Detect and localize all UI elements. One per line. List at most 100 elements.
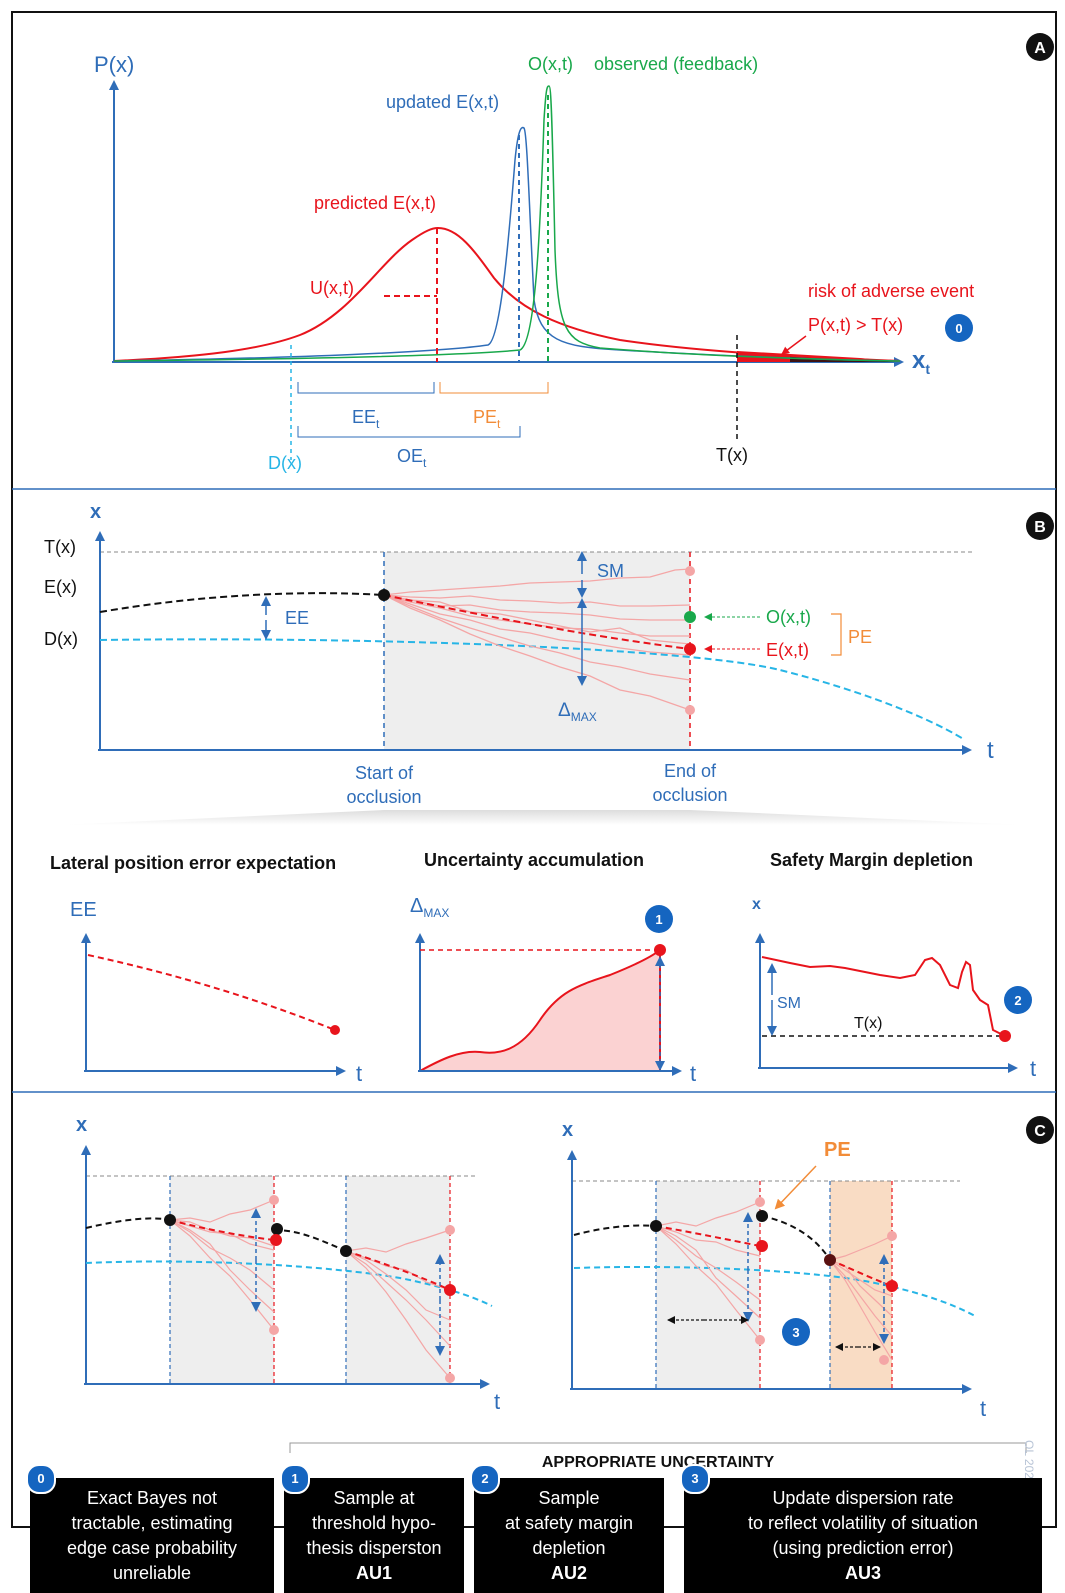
c1-occlusion-2 bbox=[346, 1176, 450, 1384]
c2-mean-2 bbox=[829, 1259, 893, 1287]
ee-bracket bbox=[297, 382, 435, 394]
c2-start-point-1 bbox=[650, 1220, 662, 1232]
end-occlusion-line1: End of bbox=[664, 761, 717, 781]
updated-distribution-curve bbox=[113, 126, 901, 362]
mini1-x-label: t bbox=[356, 1061, 362, 1086]
sample-dot-top bbox=[685, 566, 695, 576]
pe-bracket bbox=[439, 382, 549, 394]
start-occlusion-line1: Start of bbox=[355, 763, 414, 783]
summary-box-3-line1: Update dispersion rate bbox=[772, 1487, 954, 1508]
c2-badge-label: 3 bbox=[792, 1325, 799, 1340]
summary-box-1-line3: thesis disperston bbox=[306, 1537, 442, 1558]
mini3-sm-curve bbox=[761, 956, 1006, 1037]
mini-title-ee: Lateral position error expectation bbox=[50, 853, 336, 873]
updated-label: updated E(x,t) bbox=[386, 92, 499, 112]
mini2-area bbox=[419, 947, 661, 1072]
delta-label: ΔMAX bbox=[558, 700, 597, 724]
zoom-shading bbox=[60, 810, 1025, 825]
oe-label: OEt bbox=[397, 446, 427, 470]
panel-c-badge bbox=[1026, 1116, 1054, 1144]
risk-formula: P(x,t) > T(x) bbox=[808, 315, 903, 335]
pe-label: PEt bbox=[473, 407, 501, 431]
ee-label: EEt bbox=[352, 407, 380, 431]
c2-dot-d bbox=[879, 1355, 889, 1365]
mini-charts: Lateral position error expectation Uncer… bbox=[50, 850, 1036, 1086]
threshold-label: T(x) bbox=[44, 537, 76, 557]
ee-label: EE bbox=[285, 608, 309, 628]
c1-dot-c bbox=[445, 1225, 455, 1235]
oe-bracket bbox=[297, 426, 521, 438]
panel-b-badge-label: B bbox=[1034, 519, 1046, 536]
appropriate-bracket bbox=[289, 1442, 1027, 1453]
summary-badge-3: 3 bbox=[680, 1464, 710, 1494]
c1-dot-d bbox=[445, 1373, 455, 1383]
observed-distribution-curve bbox=[113, 85, 901, 362]
c2-occlusion-1 bbox=[656, 1181, 760, 1389]
summary-box-3-line3: (using prediction error) bbox=[772, 1537, 954, 1558]
c1-occlusion-1 bbox=[170, 1176, 274, 1384]
c1-boundary bbox=[85, 1260, 493, 1307]
summary-badge-0: 0 bbox=[26, 1464, 56, 1494]
risk-badge-label: 0 bbox=[955, 321, 962, 336]
summary-box-0-line1: Exact Bayes not bbox=[86, 1487, 218, 1508]
risk-pointer bbox=[781, 335, 807, 355]
mini2-y-label: ΔMAX bbox=[410, 895, 449, 920]
expected-trajectory bbox=[99, 592, 385, 613]
decision-label: D(x) bbox=[44, 629, 78, 649]
y-axis-label: P(x) bbox=[94, 52, 134, 77]
summary-box-0-line3: edge case probability bbox=[66, 1537, 238, 1558]
summary-badge-2: 2 bbox=[470, 1464, 500, 1494]
c2-mean-1 bbox=[655, 1225, 761, 1247]
c1-dot-b bbox=[269, 1325, 279, 1335]
c2-samples-1 bbox=[655, 1201, 761, 1341]
x-axis-label: t bbox=[987, 737, 994, 764]
summary-box-3: Update dispersion rate to reflect volati… bbox=[684, 1478, 1042, 1593]
mini1-y-label: EE bbox=[70, 899, 97, 921]
predicted-label: predicted E(x,t) bbox=[314, 193, 436, 213]
summary-box-1-code: AU1 bbox=[355, 1562, 392, 1583]
summary-box-3-line2: to reflect volatility of situation bbox=[747, 1512, 979, 1533]
mini2-badge bbox=[645, 905, 673, 933]
c1-start-point-2 bbox=[340, 1245, 352, 1257]
mini-title-sm: Safety Margin depletion bbox=[770, 850, 973, 870]
summary-box-1: Sample at threshold hypo- thesis dispers… bbox=[284, 1478, 464, 1593]
observed-label: O(x,t) bbox=[766, 607, 811, 627]
c2-observed-1 bbox=[756, 1210, 768, 1222]
summary-box-2-line2: at safety margin bbox=[504, 1512, 634, 1533]
panel-c: C x t bbox=[76, 1114, 1054, 1421]
y-axis-label: x bbox=[90, 501, 101, 523]
mini3-badge-label: 2 bbox=[1014, 993, 1021, 1008]
c1-mean-1 bbox=[169, 1219, 275, 1241]
c1-start-point-1 bbox=[164, 1214, 176, 1226]
uncertainty-label: U(x,t) bbox=[310, 278, 354, 298]
start-occlusion-line2: occlusion bbox=[346, 787, 421, 807]
c2-expected-1 bbox=[756, 1240, 768, 1252]
c2-y-label: x bbox=[562, 1119, 573, 1141]
sm-label: SM bbox=[597, 561, 624, 581]
c2-badge bbox=[782, 1318, 810, 1346]
mini3-x-label: t bbox=[1030, 1056, 1036, 1081]
c2-dot-a bbox=[755, 1197, 765, 1207]
c1-expected-2 bbox=[444, 1284, 456, 1296]
c2-pe-label: PE bbox=[824, 1139, 851, 1161]
c2-start-point-2 bbox=[824, 1254, 836, 1266]
panel-a-badge-label: A bbox=[1034, 40, 1046, 57]
mini2-badge-label: 1 bbox=[655, 912, 662, 927]
c1-dot-a bbox=[269, 1195, 279, 1205]
summary-box-1-line2: threshold hypo- bbox=[311, 1512, 437, 1533]
summary-box-0: Exact Bayes not tractable, estimating ed… bbox=[30, 1478, 274, 1593]
risk-label: risk of adverse event bbox=[808, 281, 974, 301]
c2-boundary bbox=[573, 1265, 976, 1317]
sample-dot-bottom bbox=[685, 705, 695, 715]
expected-label: E(x,t) bbox=[766, 640, 809, 660]
predicted-distribution-curve bbox=[113, 226, 901, 362]
mini3-y-label: x bbox=[752, 896, 761, 913]
expected-point bbox=[684, 643, 696, 655]
mini1-ee-curve bbox=[87, 954, 336, 1031]
c2-pe-pointer bbox=[774, 1165, 817, 1210]
c2-occlusion-2 bbox=[830, 1181, 892, 1389]
risk-badge bbox=[945, 314, 973, 342]
mini3-threshold-label: T(x) bbox=[854, 1015, 882, 1032]
observed-point bbox=[684, 611, 696, 623]
